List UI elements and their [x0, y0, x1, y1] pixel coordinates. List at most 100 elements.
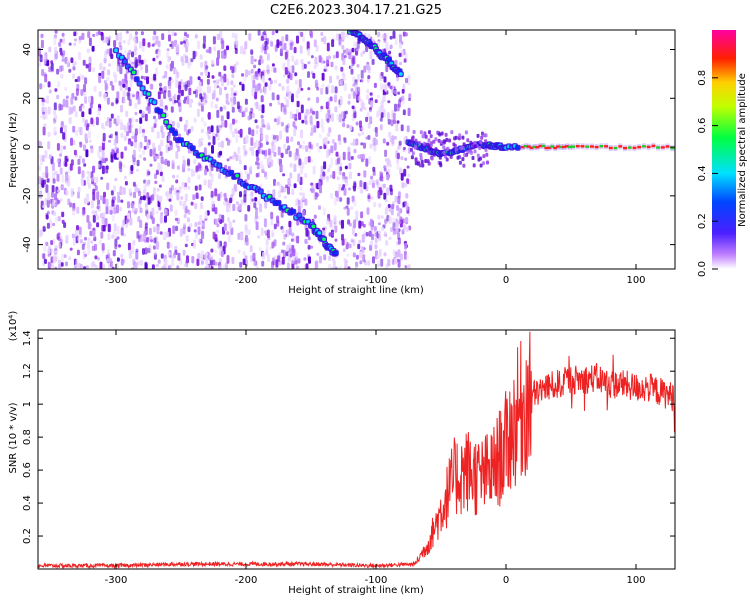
noise-cell [288, 243, 292, 249]
noise-cell [477, 157, 481, 162]
noise-cell [167, 135, 171, 142]
noise-cell [104, 218, 108, 227]
noise-cell [169, 43, 173, 47]
noise-cell [159, 231, 163, 235]
noise-cell [105, 206, 109, 215]
noise-cell [188, 87, 192, 96]
noise-cell [248, 33, 252, 41]
noise-cell [291, 257, 295, 264]
noise-cell [422, 141, 426, 146]
snr-series-line [38, 331, 675, 569]
noise-cell [61, 32, 65, 37]
noise-cell [61, 174, 65, 183]
noise-cell [228, 220, 232, 229]
noise-cell [94, 255, 98, 260]
noise-cell [173, 32, 177, 36]
noise-cell [371, 182, 375, 189]
noise-cell [342, 136, 346, 142]
noise-cell [405, 226, 409, 232]
noise-cell [271, 63, 275, 67]
noise-cell [54, 53, 57, 61]
noise-cell [316, 86, 320, 91]
noise-cell [144, 135, 148, 143]
noise-cell [160, 253, 164, 259]
noise-cell [307, 156, 311, 163]
carrier-cell [559, 145, 564, 149]
noise-cell [359, 188, 363, 194]
noise-cell [144, 247, 148, 255]
noise-cell [43, 123, 47, 127]
noise-cell [81, 75, 85, 80]
noise-cell [320, 37, 324, 42]
carrier-cell [550, 145, 555, 148]
noise-cell [350, 156, 354, 160]
noise-cell [251, 88, 255, 97]
noise-cell [377, 31, 381, 38]
noise-cell [52, 238, 56, 245]
noise-cell [363, 107, 367, 111]
noise-cell [206, 85, 210, 94]
noise-cell [326, 42, 330, 52]
noise-cell [274, 182, 278, 187]
noise-cell [334, 86, 338, 94]
noise-cell [261, 164, 265, 172]
noise-cell [42, 111, 46, 115]
carrier-cell [532, 145, 537, 149]
noise-cell [48, 66, 52, 73]
noise-cell [288, 220, 292, 228]
carrier-cell [538, 144, 543, 148]
noise-cell [405, 193, 409, 199]
noise-cell [160, 212, 164, 216]
noise-cell [313, 64, 317, 69]
noise-cell [127, 212, 131, 220]
noise-cell [383, 252, 387, 257]
noise-cell [407, 74, 411, 80]
noise-cell [458, 133, 462, 138]
noise-cell [356, 73, 360, 82]
noise-cell [101, 165, 105, 175]
noise-cell [116, 63, 120, 72]
noise-cell [165, 144, 169, 153]
noise-cell [281, 256, 285, 265]
noise-cell [101, 216, 105, 225]
noise-cell [169, 140, 173, 146]
noise-cell [48, 46, 52, 53]
noise-cell [305, 109, 309, 114]
noise-cell [156, 131, 160, 139]
noise-cell [107, 249, 111, 255]
noise-cell [336, 190, 340, 198]
noise-cell [72, 125, 76, 133]
noise-cell [59, 153, 62, 157]
noise-cell [244, 150, 248, 155]
noise-cell [242, 258, 246, 266]
noise-cell [271, 229, 275, 236]
noise-cell [142, 234, 146, 241]
noise-cell [410, 155, 414, 160]
noise-cell [409, 147, 413, 152]
noise-cell [152, 35, 156, 41]
noise-cell [429, 134, 433, 139]
noise-cell [116, 91, 120, 100]
noise-cell [307, 48, 311, 56]
carrier-cell [589, 145, 594, 148]
noise-cell [200, 117, 204, 123]
noise-cell [397, 145, 401, 151]
noise-cell [144, 222, 148, 226]
tone-cell [120, 55, 124, 60]
noise-cell [180, 89, 184, 97]
noise-cell [56, 94, 60, 100]
noise-cell [387, 82, 391, 86]
noise-cell [77, 186, 81, 192]
noise-cell [348, 187, 351, 191]
noise-cell [291, 188, 295, 196]
noise-cell [401, 182, 405, 189]
noise-cell [379, 75, 383, 82]
noise-cell [334, 106, 338, 113]
noise-cell [394, 195, 398, 203]
noise-cell [347, 220, 351, 225]
noise-cell [216, 109, 220, 118]
noise-cell [169, 187, 173, 195]
noise-cell [397, 249, 401, 258]
noise-cell [181, 184, 185, 190]
noise-cell [412, 130, 416, 134]
